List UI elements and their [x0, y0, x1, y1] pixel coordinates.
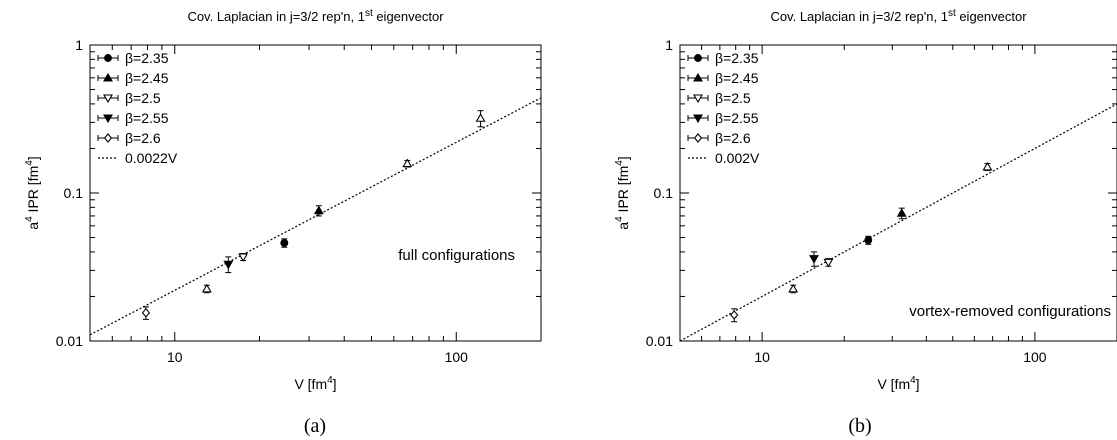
data-point — [280, 238, 289, 247]
x-tick-label: 10 — [167, 349, 183, 365]
annotation: full configurations — [398, 247, 515, 264]
data-point — [864, 236, 873, 245]
x-tick-label: 100 — [445, 349, 469, 365]
data-point — [223, 260, 234, 270]
legend-label: β=2.55 — [715, 110, 759, 126]
x-axis-label: V [fm4] — [294, 375, 336, 392]
legend-label: β=2.45 — [125, 70, 169, 86]
legend-marker — [103, 114, 113, 124]
data-point — [896, 208, 907, 217]
chart-title: Cov. Laplacian in j=3/2 rep'n, 1st eigen… — [770, 8, 1027, 24]
legend-marker — [103, 72, 113, 82]
legend-marker — [693, 114, 703, 124]
legend-marker — [104, 54, 112, 62]
legend-label: 0.002V — [715, 150, 760, 166]
data-point — [730, 310, 739, 320]
annotation: vortex-removed configurations — [909, 303, 1111, 320]
fit-line — [90, 97, 541, 336]
legend-label: β=2.6 — [715, 130, 751, 146]
data-point — [201, 283, 212, 293]
legend-label: β=2.45 — [715, 70, 759, 86]
legend-marker — [693, 133, 703, 143]
legend-label: β=2.55 — [125, 110, 169, 126]
legend-marker — [693, 72, 703, 82]
chart-panel-b: 10 100 0.01 0.1 1 Cov. Laplacian in j=3/2 rep… — [614, 8, 1117, 437]
legend-label: β=2.5 — [715, 90, 751, 106]
data-point — [982, 161, 993, 171]
y-tick-label: 0.01 — [56, 333, 83, 349]
data-point — [809, 255, 819, 264]
y-axis-label: a4 IPR [fm4] — [24, 156, 41, 229]
x-axis-label: V [fm4] — [877, 375, 919, 392]
legend-label: 0.0022V — [125, 150, 178, 166]
y-axis-label: a4 IPR [fm4] — [614, 156, 631, 229]
data-point — [823, 258, 834, 268]
panel-caption: (a) — [304, 415, 326, 437]
y-tick-label: 1 — [665, 37, 673, 53]
fit-line — [680, 103, 1117, 341]
data-point — [475, 113, 486, 122]
data-point — [402, 158, 413, 168]
data-point — [788, 283, 799, 293]
chart-panel-a: 10 100 0.01 0.1 1 Cov. Laplacian in j=3/2 rep… — [24, 8, 542, 437]
data-point — [313, 205, 324, 215]
legend-marker — [103, 94, 113, 104]
legend-label: β=2.6 — [125, 130, 161, 146]
data-point — [238, 253, 249, 263]
legend-marker — [103, 133, 113, 143]
data-point — [141, 307, 151, 318]
y-tick-label: 0.1 — [654, 185, 674, 201]
x-tick-label: 10 — [754, 349, 770, 365]
legend-marker — [694, 54, 702, 62]
legend-label: β=2.35 — [715, 50, 759, 66]
legend-label: β=2.35 — [125, 50, 169, 66]
y-tick-label: 1 — [75, 37, 83, 53]
legend-marker — [693, 94, 703, 104]
panel-caption: (b) — [848, 415, 871, 437]
y-tick-label: 0.01 — [646, 333, 673, 349]
y-tick-label: 0.1 — [64, 185, 84, 201]
legend-label: β=2.5 — [125, 90, 161, 106]
chart-title: Cov. Laplacian in j=3/2 rep'n, 1st eigen… — [187, 8, 444, 24]
x-tick-label: 100 — [1023, 349, 1047, 365]
